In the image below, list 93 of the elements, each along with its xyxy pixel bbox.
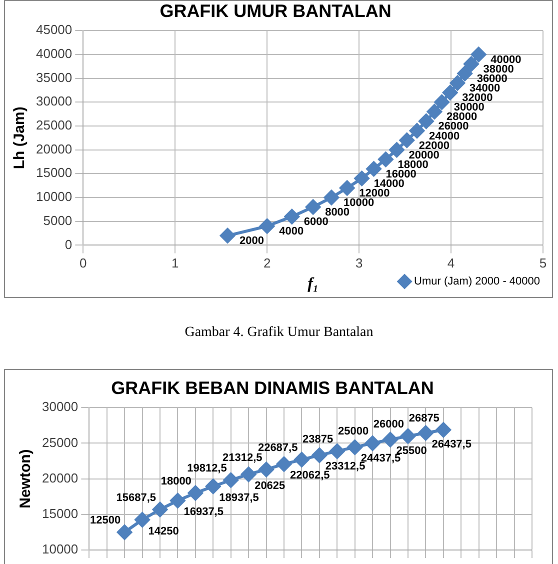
x-tick-label: 5 xyxy=(539,256,547,271)
data-label: 18937,5 xyxy=(219,492,259,504)
point xyxy=(134,512,150,528)
data-label: 2000 xyxy=(240,235,264,248)
point xyxy=(450,76,465,91)
point xyxy=(241,466,256,482)
point xyxy=(382,432,398,448)
data-label: 22062,5 xyxy=(290,470,330,482)
data-label: 25000 xyxy=(338,426,369,438)
y-tick-label: 15000 xyxy=(36,165,72,180)
point xyxy=(389,142,404,158)
point xyxy=(365,436,380,451)
point xyxy=(418,425,434,440)
point xyxy=(260,218,275,234)
y-tick-label: 30000 xyxy=(36,94,72,109)
point xyxy=(188,486,203,501)
point xyxy=(410,123,424,138)
text: Gambar 4. Grafik Umur Bantalan xyxy=(184,325,374,341)
data-label: 14000 xyxy=(374,178,404,190)
data-label: 22000 xyxy=(418,140,450,152)
point xyxy=(294,452,310,468)
data-label: 20000 xyxy=(408,149,440,162)
legend-label: Umur (Jam) 2000 - 40000 xyxy=(414,276,540,288)
x-tick-label: 2 xyxy=(263,256,271,271)
data-label: 20625 xyxy=(254,480,286,492)
point xyxy=(471,46,486,62)
data-label: 16937,5 xyxy=(184,506,224,518)
point xyxy=(330,444,345,459)
data-label: 16000 xyxy=(386,168,416,180)
y-tick-label: 20000 xyxy=(36,141,72,156)
data-label: 26000 xyxy=(373,418,404,431)
data-label: 40000 xyxy=(490,54,522,66)
data-label: 22687,5 xyxy=(258,442,298,454)
point xyxy=(426,104,442,120)
data-label: 18000 xyxy=(398,158,428,171)
point xyxy=(223,472,238,488)
point xyxy=(206,478,221,494)
chart-title: GRAFIK UMUR BANTALAN xyxy=(160,0,392,21)
y-axis-title: Newton) xyxy=(17,449,34,508)
chart-title: GRAFIK BEBAN DINAMIS BANTALAN xyxy=(111,378,434,398)
data-label: 19812,5 xyxy=(187,462,227,475)
y-tick-label: 10000 xyxy=(42,542,78,557)
point xyxy=(378,152,394,167)
point xyxy=(442,85,458,100)
y-tick-label: 40000 xyxy=(36,46,72,62)
y-tick-label: 15000 xyxy=(42,506,78,521)
point xyxy=(354,170,370,186)
point xyxy=(324,190,339,206)
data-label: 24000 xyxy=(429,130,460,142)
point xyxy=(170,493,186,508)
point xyxy=(399,132,414,148)
y-tick-label: 10000 xyxy=(36,189,72,204)
x-axis-title: f₁ xyxy=(308,276,319,293)
y-tick-label: 5000 xyxy=(43,212,72,228)
point xyxy=(152,502,168,518)
data-label: 6000 xyxy=(304,216,328,228)
data-label: 18000 xyxy=(160,476,192,488)
y-tick-label: 25000 xyxy=(42,434,78,450)
y-tick-label: 25000 xyxy=(36,118,72,133)
point xyxy=(347,440,362,455)
point xyxy=(464,56,479,72)
data-label: 12500 xyxy=(90,514,121,527)
data-label: 26875 xyxy=(408,412,440,424)
y-tick-label: 30000 xyxy=(42,399,78,414)
data-label: 26000 xyxy=(438,120,469,133)
y-tick-label: 20000 xyxy=(42,470,78,486)
point xyxy=(117,524,132,540)
x-tick-label: 3 xyxy=(355,256,363,271)
data-label: 15687,5 xyxy=(116,492,156,504)
point xyxy=(312,448,327,463)
data-label: 26437,5 xyxy=(432,438,472,450)
data-label: 14250 xyxy=(148,525,179,538)
x-tick-label: 4 xyxy=(447,256,455,271)
data-label: 21312,5 xyxy=(222,452,262,464)
data-label: 4000 xyxy=(279,226,304,238)
point xyxy=(284,209,300,224)
data-label: 23875 xyxy=(302,434,334,446)
point xyxy=(400,428,416,444)
x-tick-label: 1 xyxy=(172,256,179,271)
point xyxy=(457,66,472,82)
y-tick-label: 0 xyxy=(64,236,72,252)
point xyxy=(220,228,236,244)
point xyxy=(366,161,382,176)
y-tick-label: 35000 xyxy=(36,70,72,85)
point xyxy=(436,422,451,438)
point xyxy=(340,180,355,196)
point xyxy=(276,456,292,472)
y-axis-title: Lh (Jam) xyxy=(11,106,28,170)
point xyxy=(258,462,274,477)
point xyxy=(434,94,450,110)
y-tick-label: 45000 xyxy=(36,22,72,38)
point xyxy=(306,200,321,215)
point xyxy=(418,114,434,129)
